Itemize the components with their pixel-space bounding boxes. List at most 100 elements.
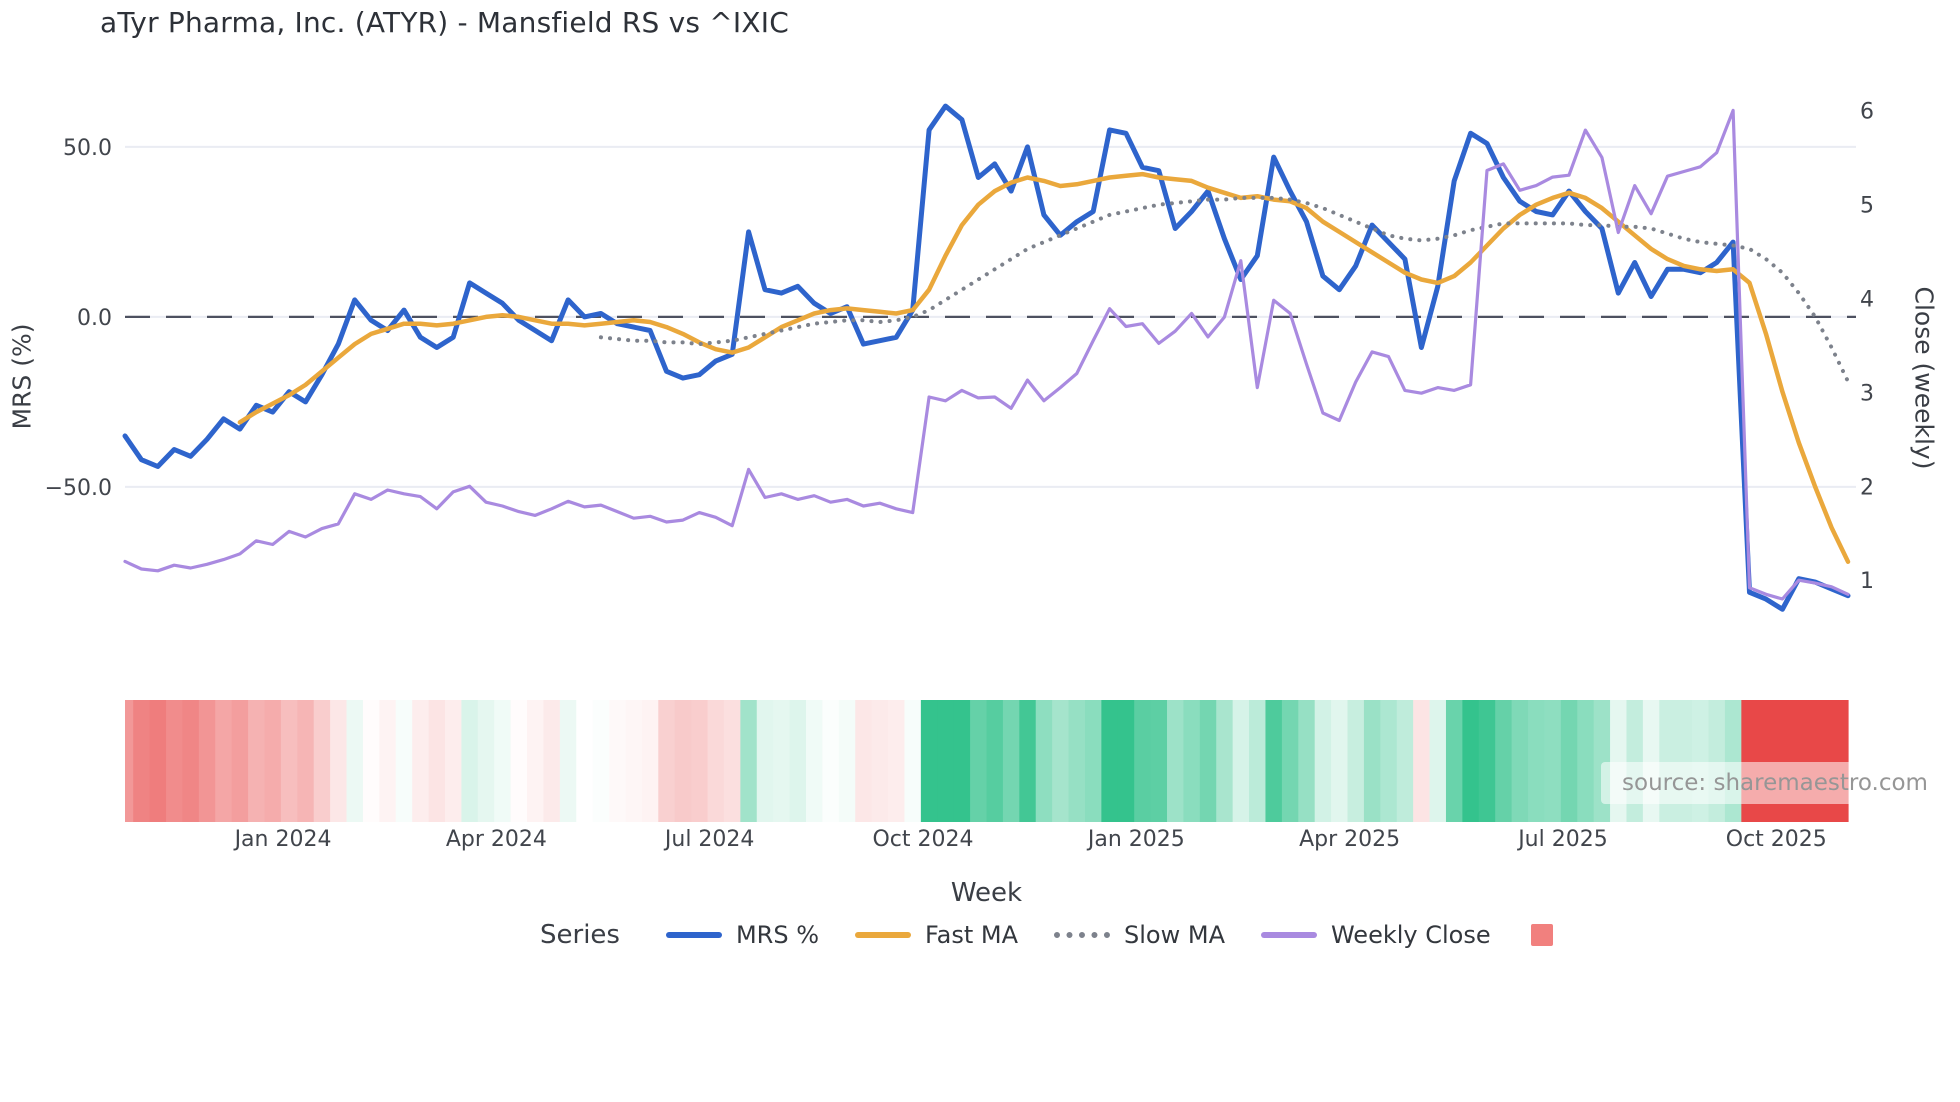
heatmap-cell [395,700,413,822]
heatmap-cell [527,700,545,822]
heatmap-cell [379,700,397,822]
heatmap-cell [1396,700,1414,822]
y-tick-label-right: 4 [1860,287,1874,312]
heatmap-cell [789,700,807,822]
heatmap-cell [543,700,561,822]
heatmap-cell [871,700,889,822]
legend-swatch-slow-ma [1054,932,1111,938]
heatmap-cell [297,700,315,822]
legend-swatch-mrs [665,932,722,938]
heatmap-cell [674,700,692,822]
heatmap-cell [986,700,1004,822]
x-tick-label: Jul 2024 [663,827,755,852]
heatmap-cell [125,700,134,822]
heatmap-cell [740,700,758,822]
heatmap-cell [248,700,266,822]
y-tick-label-left: 50.0 [63,136,112,161]
heatmap-cell [362,700,380,822]
series-line-mrs [122,103,1851,612]
heatmap-cell [953,700,971,822]
heatmap-cell [1281,700,1299,822]
heatmap-cell [1117,700,1135,822]
x-tick-label: Jan 2025 [1086,827,1185,852]
heatmap-cell [215,700,233,822]
y-tick-label-right: 5 [1860,193,1874,218]
heatmap-cell [592,700,610,822]
heatmap-cell [920,700,938,822]
x-tick-label: Oct 2024 [872,827,973,852]
heatmap-cell [1495,700,1513,822]
heatmap-cell [1380,700,1398,822]
plot-area: 50.0 0.0 −50.0 6 5 4 3 2 1 Jan 2024 Apr 2024 Jul 20… [45,99,1874,852]
heatmap-cell [1265,700,1283,822]
heatmap-cell [1347,700,1365,822]
heatmap-cell [166,700,184,822]
heatmap-cell [822,700,840,822]
heatmap-cell [1084,700,1102,822]
heatmap-cell [1298,700,1316,822]
heatmap-cell [641,700,659,822]
heatmap-cell [1363,700,1381,822]
watermark: source: sharemaestro.com [1601,762,1949,804]
heatmap-cell [1528,700,1546,822]
y-tick-label-left: 0.0 [77,306,112,331]
y-tick-label-left: −50.0 [45,476,112,501]
heatmap-cell [1232,700,1250,822]
legend-label-fast-ma: Fast MA [925,921,1019,949]
heatmap-cell [1544,700,1562,822]
legend: Series MRS % Fast MA Slow MA Weekly Close [540,920,1553,950]
heatmap-cell [1101,700,1119,822]
heatmap-cell [691,700,709,822]
heatmap-cell [609,700,627,822]
heatmap-cell [1068,700,1086,822]
heatmap-cell [1216,700,1234,822]
heatmap-cell [1035,700,1053,822]
legend-item-fast-ma: Fast MA [855,921,1018,949]
chart-title: aTyr Pharma, Inc. (ATYR) - Mansfield RS … [100,6,789,39]
series-line-fast-ma [237,171,1851,564]
series-line-weekly-close [123,108,1850,601]
heatmap-cell [1577,700,1595,822]
heatmap-cell [346,700,364,822]
heatmap-cell [1183,700,1201,822]
x-tick-label: Jan 2024 [233,827,332,852]
heatmap-cell [904,700,922,822]
heatmap-cell [198,700,216,822]
heatmap-cell [313,700,331,822]
heatmap-cell [559,700,577,822]
heatmap-cell [412,700,430,822]
heatmap-cell [1150,700,1168,822]
heatmap-cell [723,700,741,822]
heatmap-cell [1199,700,1217,822]
legend-swatch-fast-ma [855,932,912,938]
heatmap-cell [1052,700,1070,822]
heatmap-cell [1445,700,1463,822]
heatmap-cell [477,700,495,822]
legend-label-weekly-close: Weekly Close [1330,921,1491,949]
heatmap-cell [838,700,856,822]
heatmap-cell [1331,700,1349,822]
heatmap-cell [805,700,824,822]
heatmap-cell [1413,700,1431,822]
heatmap-cell [1134,700,1152,822]
heatmap-cell [1019,700,1037,822]
heatmap-cell [707,700,725,822]
heatmap-cell [182,700,200,822]
heatmap-cell [231,700,249,822]
x-tick-label: Oct 2025 [1726,827,1827,852]
heatmap-cell [1249,700,1267,822]
heatmap-cell [510,700,528,822]
legend-item-weekly-close: Weekly Close [1260,921,1491,949]
heatmap-cell [461,700,479,822]
heatmap-cell [773,700,791,822]
legend-heatmap-swatch [1530,924,1553,946]
heatmap-cell [1478,700,1496,822]
heatmap-cell [576,700,594,822]
heatmap-cell [888,700,906,822]
x-tick-label: Jul 2025 [1516,827,1608,852]
heatmap-cell [330,700,348,822]
heatmap-cell [1462,700,1480,822]
heatmap-cell [133,700,151,822]
legend-title: Series [540,920,620,950]
